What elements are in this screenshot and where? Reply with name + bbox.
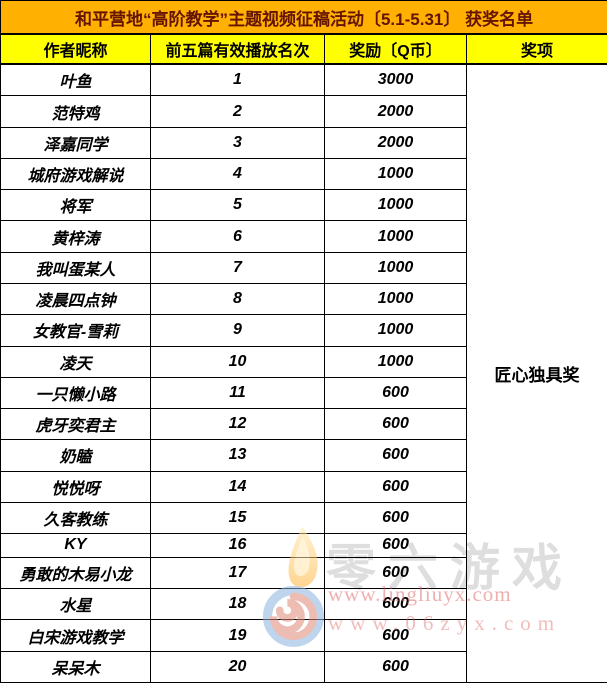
reward-cell: 1000 <box>324 251 467 284</box>
table-body: 叶鱼 1 3000 匠心独具奖 范特鸡 2 2000 泽嘉同学 3 2000 城府游戏解说 4 1000… <box>0 63 607 683</box>
reward-cell: 600 <box>324 501 467 535</box>
award-cell: 匠心独具奖 <box>465 63 607 683</box>
table-row: 一只懒小路 11 600 <box>0 376 607 410</box>
reward-cell: 3000 <box>324 63 467 97</box>
reward-cell: 1000 <box>324 345 467 378</box>
table-row: 凌天 10 1000 <box>0 345 607 378</box>
author-cell: KY <box>0 533 151 558</box>
author-cell: 我叫蛋某人 <box>0 251 151 284</box>
reward-cell: 1000 <box>324 314 467 347</box>
table-row: 范特鸡 2 2000 <box>0 95 607 128</box>
reward-cell: 600 <box>324 470 467 503</box>
rank-cell: 11 <box>150 376 325 410</box>
rank-cell: 1 <box>150 63 325 97</box>
reward-cell: 600 <box>324 439 467 472</box>
rank-cell: 9 <box>150 314 325 347</box>
rank-cell: 12 <box>150 408 325 441</box>
reward-cell: 600 <box>324 408 467 441</box>
page-title: 和平营地“高阶教学”主题视频征稿活动〔5.1-5.31〕 获奖名单 <box>0 0 607 35</box>
table-row: 凌晨四点钟 8 1000 <box>0 282 607 316</box>
reward-cell: 600 <box>324 619 467 652</box>
rank-cell: 19 <box>150 619 325 652</box>
author-cell: 凌晨四点钟 <box>0 282 151 316</box>
reward-cell: 600 <box>324 376 467 410</box>
author-cell: 虎牙奕君主 <box>0 408 151 441</box>
author-cell: 范特鸡 <box>0 95 151 128</box>
column-header-award: 奖项 <box>465 33 607 65</box>
reward-cell: 600 <box>324 556 467 590</box>
table-row: 奶瞌 13 600 <box>0 439 607 472</box>
reward-cell: 2000 <box>324 126 467 159</box>
rank-cell: 17 <box>150 556 325 590</box>
reward-cell: 600 <box>324 588 467 621</box>
author-cell: 女教官-雪莉 <box>0 314 151 347</box>
author-cell: 凌天 <box>0 345 151 378</box>
author-cell: 悦悦呀 <box>0 470 151 503</box>
author-cell: 勇敢的木易小龙 <box>0 556 151 590</box>
rank-cell: 2 <box>150 95 325 128</box>
table-row: 久客教练 15 600 <box>0 501 607 535</box>
author-cell: 将军 <box>0 189 151 222</box>
rank-cell: 14 <box>150 470 325 503</box>
reward-cell: 2000 <box>324 95 467 128</box>
rank-cell: 13 <box>150 439 325 472</box>
author-cell: 泽嘉同学 <box>0 126 151 159</box>
rank-cell: 20 <box>150 650 325 683</box>
table-row: 将军 5 1000 <box>0 189 607 222</box>
rank-cell: 8 <box>150 282 325 316</box>
reward-cell: 600 <box>324 650 467 683</box>
rank-cell: 6 <box>150 220 325 253</box>
column-header-reward: 奖励〔Q币〕 <box>324 33 467 65</box>
author-cell: 白宋游戏教学 <box>0 619 151 652</box>
reward-cell: 600 <box>324 533 467 558</box>
rank-cell: 5 <box>150 189 325 222</box>
rank-cell: 3 <box>150 126 325 159</box>
author-cell: 呆呆木 <box>0 650 151 683</box>
table-row: 悦悦呀 14 600 <box>0 470 607 503</box>
author-cell: 水星 <box>0 588 151 621</box>
rank-cell: 18 <box>150 588 325 621</box>
author-cell: 黄梓涛 <box>0 220 151 253</box>
table-row: 叶鱼 1 3000 匠心独具奖 <box>0 63 607 683</box>
reward-cell: 1000 <box>324 189 467 222</box>
table-title-row: 和平营地“高阶教学”主题视频征稿活动〔5.1-5.31〕 获奖名单 <box>0 0 607 35</box>
column-header-rank: 前五篇有效播放名次 <box>150 33 325 65</box>
rank-cell: 15 <box>150 501 325 535</box>
author-cell: 一只懒小路 <box>0 376 151 410</box>
author-cell: 奶瞌 <box>0 439 151 472</box>
author-cell: 久客教练 <box>0 501 151 535</box>
table-row: 呆呆木 20 600 <box>0 650 607 683</box>
reward-cell: 1000 <box>324 282 467 316</box>
rank-cell: 10 <box>150 345 325 378</box>
author-cell: 城府游戏解说 <box>0 157 151 191</box>
rank-cell: 7 <box>150 251 325 284</box>
table-row: 黄梓涛 6 1000 <box>0 220 607 253</box>
rank-cell: 16 <box>150 533 325 558</box>
reward-cell: 1000 <box>324 220 467 253</box>
table-header-row: 作者昵称 前五篇有效播放名次 奖励〔Q币〕 奖项 <box>0 33 607 65</box>
rank-cell: 4 <box>150 157 325 191</box>
author-cell: 叶鱼 <box>0 63 151 97</box>
reward-cell: 1000 <box>324 157 467 191</box>
column-header-author: 作者昵称 <box>0 33 151 65</box>
